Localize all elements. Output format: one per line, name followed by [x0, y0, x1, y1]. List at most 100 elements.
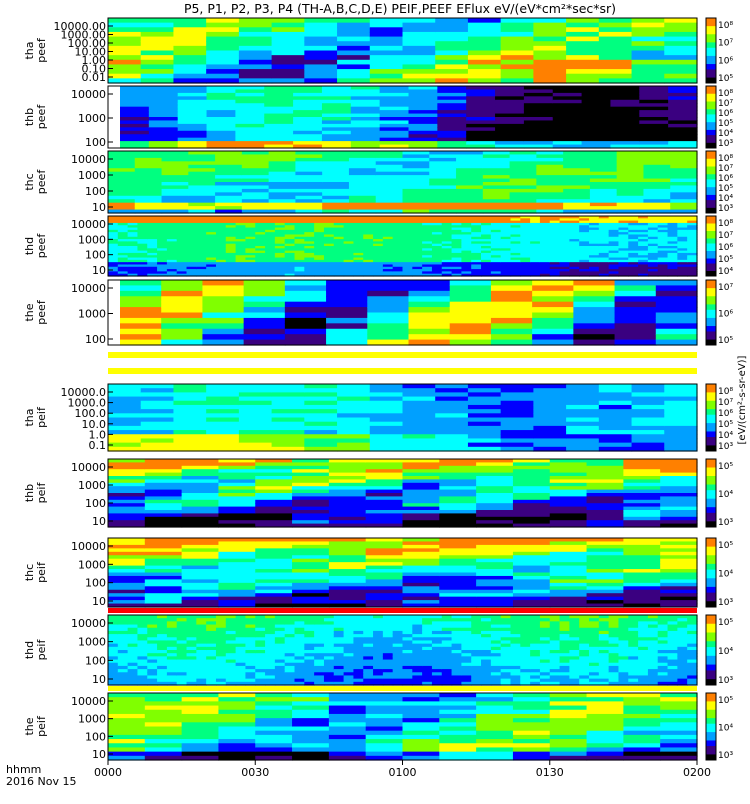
y-tick-label: 10000: [71, 153, 106, 166]
heatmap-cell: [244, 296, 286, 302]
heatmap-cell: [664, 37, 697, 42]
heatmap-cell: [632, 413, 665, 418]
heatmap-cell: [108, 203, 135, 207]
heatmap-cell: [495, 110, 524, 114]
heatmap-cell: [304, 405, 337, 410]
heatmap-cell: [235, 110, 264, 114]
heatmap-cell: [615, 329, 657, 335]
heatmap-cell: [566, 418, 599, 423]
heatmap-cell: [639, 134, 668, 138]
heatmap-cell: [272, 74, 305, 79]
heatmap-cell: [623, 559, 660, 563]
heatmap-cell: [491, 280, 533, 286]
heatmap-cell: [429, 158, 456, 162]
heatmap-cell: [285, 302, 327, 308]
heatmap-cell: [632, 69, 665, 74]
heatmap-cell: [239, 74, 272, 79]
heatmap-cell: [643, 185, 670, 189]
heatmap-cell: [108, 438, 141, 443]
heatmap-cell: [587, 573, 624, 577]
heatmap-cell: [351, 100, 380, 104]
heatmap-cell: [435, 422, 468, 427]
heatmap-cell: [639, 114, 668, 118]
heatmap-cell: [178, 93, 207, 97]
heatmap-cell: [272, 443, 305, 448]
heatmap-cell: [242, 179, 269, 183]
heatmap-cell: [272, 46, 305, 51]
heatmap-cell: [206, 51, 239, 56]
heatmap-cell: [468, 384, 501, 389]
heatmap-cell: [610, 110, 639, 114]
heatmap-cell: [178, 120, 207, 124]
heatmap-cell: [370, 46, 403, 51]
heatmap-cell: [403, 203, 430, 207]
heatmap-cell: [437, 110, 466, 114]
heatmap-cell: [376, 182, 403, 186]
heatmap-cell: [670, 165, 697, 169]
heatmap-cell: [476, 562, 513, 566]
heatmap-cell: [182, 593, 219, 597]
heatmap-cell: [367, 291, 409, 297]
heatmap-cell: [632, 426, 665, 431]
heatmap-cell: [468, 32, 501, 37]
heatmap-cell: [329, 555, 366, 559]
heatmap-cell: [120, 285, 162, 291]
heatmap-cell: [429, 172, 456, 176]
heatmap-cell: [550, 593, 587, 597]
heatmap-cell: [326, 334, 368, 340]
heatmap-cell: [501, 384, 534, 389]
heatmap-cell: [435, 418, 468, 423]
heatmap-cell: [643, 161, 670, 165]
heatmap-cell: [235, 86, 264, 90]
heatmap-cell: [304, 55, 337, 60]
y-tick-label: 1000: [78, 169, 106, 182]
heatmap-cell: [162, 206, 189, 210]
heatmap-cell: [550, 538, 587, 542]
heatmap-cell: [599, 74, 632, 79]
heatmap-cell: [437, 124, 466, 128]
heatmap-cell: [403, 74, 436, 79]
heatmap-cell: [242, 199, 269, 203]
heatmap-cell: [495, 114, 524, 118]
heatmap-cell: [553, 100, 582, 104]
heatmap-cell: [215, 168, 242, 172]
heatmap-cell: [403, 555, 440, 559]
heatmap-cell: [553, 141, 582, 145]
heatmap-cell: [380, 96, 409, 100]
heatmap-cell: [466, 86, 495, 90]
heatmap-cell: [403, 418, 436, 423]
heatmap-cell: [439, 593, 476, 597]
heatmap-cell: [239, 443, 272, 448]
heatmap-cell: [639, 86, 668, 90]
heatmap-cell: [242, 196, 269, 200]
heatmap-cell: [639, 117, 668, 121]
heatmap-cell: [206, 37, 239, 42]
heatmap-cell: [660, 573, 697, 577]
heatmap-cell: [587, 586, 624, 590]
heatmap-cell: [108, 548, 145, 552]
heatmap-cell: [533, 413, 566, 418]
heatmap-cell: [264, 141, 293, 145]
heatmap-cell: [623, 573, 660, 577]
heatmap-cell: [329, 548, 366, 552]
heatmap-cell: [178, 86, 207, 90]
heatmap-cell: [239, 397, 272, 402]
heatmap-cell: [188, 185, 215, 189]
heatmap-cell: [206, 55, 239, 60]
heatmap-cell: [468, 418, 501, 423]
heatmap-cell: [108, 597, 145, 601]
heatmap-cell: [162, 203, 189, 207]
heatmap-cell: [242, 206, 269, 210]
y-tick-label: 100: [85, 497, 106, 510]
heatmap-cell: [456, 206, 483, 210]
heatmap-cell: [664, 418, 697, 423]
heatmap-cell: [439, 573, 476, 577]
heatmap-cell: [582, 138, 611, 142]
heatmap-cell: [366, 500, 403, 504]
heatmap-cell: [304, 18, 337, 23]
spectrogram-panel: 10000.001000.00100.0010.001.000.100.01th…: [23, 18, 733, 84]
heatmap-cell: [617, 192, 644, 196]
heatmap-cell: [660, 548, 697, 552]
heatmap-cell: [491, 329, 533, 335]
colorbar-swatch: [706, 573, 716, 576]
